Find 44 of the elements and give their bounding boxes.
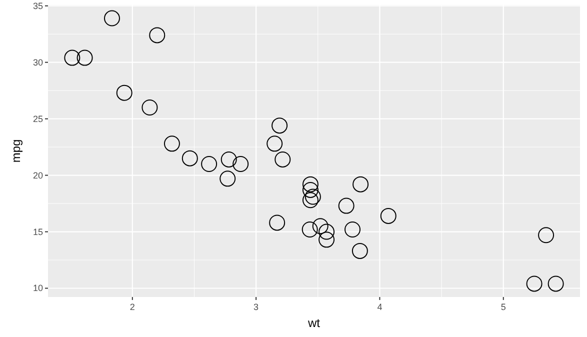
point [344, 222, 361, 238]
x-tick-label: 2 [130, 302, 135, 312]
point [232, 156, 249, 172]
point [548, 276, 564, 292]
point [104, 10, 120, 26]
point [220, 151, 237, 168]
x-tick-label: 5 [500, 302, 506, 312]
y-tick-label: 15 [32, 226, 43, 237]
x-tick-label: 4 [377, 302, 382, 312]
point [142, 100, 158, 116]
point [352, 176, 369, 192]
point [318, 232, 335, 248]
point [116, 84, 132, 101]
point [64, 50, 80, 66]
x-tick-label: 3 [254, 302, 259, 312]
point [302, 182, 318, 198]
point [338, 198, 354, 214]
point [380, 208, 396, 224]
point [269, 214, 286, 231]
point [220, 170, 236, 187]
y-tick-label: 20 [32, 170, 43, 180]
point [352, 242, 368, 259]
point [312, 218, 328, 234]
point [182, 150, 198, 166]
y-tick-label: 25 [32, 114, 43, 124]
point [76, 50, 93, 66]
point [302, 192, 318, 208]
point [318, 224, 335, 240]
y-axis-title: mpg [9, 139, 23, 163]
point [274, 151, 291, 168]
point [302, 176, 318, 192]
point [266, 136, 283, 152]
y-tick-label: 35 [32, 0, 43, 11]
point [302, 222, 318, 238]
x-axis-title: wt [307, 316, 321, 330]
point [538, 227, 554, 244]
y-tick-label: 10 [32, 283, 43, 294]
point [272, 118, 288, 134]
point [149, 27, 166, 44]
point [164, 136, 180, 152]
point [201, 156, 218, 172]
y-tick-label: 30 [32, 57, 43, 68]
point [304, 188, 321, 205]
point [526, 276, 542, 292]
